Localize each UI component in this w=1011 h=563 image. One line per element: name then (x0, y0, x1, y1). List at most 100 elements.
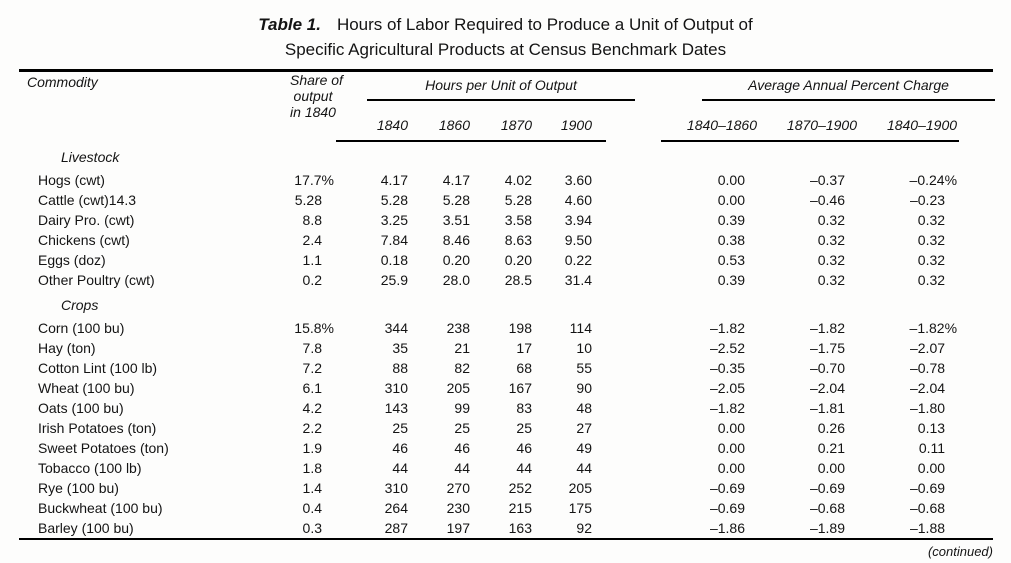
change-1870-1900-cell: 0.32 (817, 252, 845, 268)
share-cell: 0.3 (302, 520, 322, 536)
share-header-line1: Share of (290, 72, 343, 88)
table-row: Cattle (cwt)14.3 5.28 5.28 5.28 5.28 4.6… (19, 190, 993, 210)
hours-1870-cell: 17 (516, 340, 532, 356)
change-1840-1860-cell: –2.52 (709, 340, 745, 356)
hours-1860-cell: 28.0 (442, 272, 470, 288)
spacer-cell (606, 418, 661, 438)
commodity-cell: Buckwheat (100 bu) (38, 500, 163, 516)
spacer-cell (959, 318, 993, 338)
hours-1900-cell: 0.22 (564, 252, 592, 268)
section-row: Crops (19, 290, 993, 318)
commodity-cell: Corn (100 bu) (38, 320, 125, 336)
hours-1840-cell: 88 (392, 360, 408, 376)
spacer-cell (959, 358, 993, 378)
commodity-cell: Sweet Potatoes (ton) (38, 440, 169, 456)
hours-1860-cell: 5.28 (442, 192, 470, 208)
hours-1840-cell: 4.17 (380, 172, 408, 188)
spacer-cell (606, 338, 661, 358)
change-1840-1860-cell: 0.00 (717, 172, 745, 188)
change-1840-1860-cell: 0.00 (717, 420, 745, 436)
change-1840-1860-cell: –1.86 (709, 520, 745, 536)
hours-1870-cell: 198 (508, 320, 532, 336)
range-column-header-1870-1900: 1870–1900 (759, 102, 859, 142)
hours-1860-cell: 230 (446, 500, 470, 516)
hours-1840-cell: 344 (384, 320, 408, 336)
change-1840-1900-cell: –0.23 (909, 192, 946, 208)
hours-1870-cell: 46 (516, 440, 532, 456)
change-1840-1860-cell: 0.38 (717, 232, 745, 248)
hours-1860-cell: 21 (454, 340, 470, 356)
change-1840-1900-cell: 0.00 (917, 460, 946, 476)
change-1870-1900-cell: –1.82 (809, 320, 845, 336)
change-1840-1900-cell: –2.04 (909, 380, 946, 396)
hours-1900-cell: 4.60 (564, 192, 592, 208)
spacer-cell (606, 170, 661, 190)
spacer-cell (959, 270, 993, 290)
hours-1840-cell: 25 (392, 420, 408, 436)
share-cell: 1.9 (302, 440, 322, 456)
hours-1840-cell: 264 (384, 500, 408, 516)
change-1840-1860-cell: 0.00 (717, 440, 745, 456)
spacer-cell (606, 498, 661, 518)
spacer-cell (959, 338, 993, 358)
share-cell: 0.4 (302, 500, 322, 516)
spacer-cell (959, 478, 993, 498)
hours-1870-cell: 167 (508, 380, 532, 396)
change-1840-1860-cell: 0.39 (717, 272, 745, 288)
hours-1840-cell: 35 (392, 340, 408, 356)
hours-1860-cell: 4.17 (442, 172, 470, 188)
commodity-cell: Other Poultry (cwt) (38, 272, 155, 288)
spacer-cell (606, 71, 661, 142)
spacer-cell (606, 478, 661, 498)
commodity-cell: Irish Potatoes (ton) (38, 420, 157, 436)
table-number-label: Table 1. (258, 15, 321, 34)
year-column-header-1900: 1900 (546, 102, 606, 142)
share-cell: 17.7% (294, 172, 334, 188)
hours-1870-cell: 215 (508, 500, 532, 516)
share-cell: 4.2 (302, 400, 322, 416)
hours-1840-cell: 310 (384, 380, 408, 396)
hours-1870-cell: 5.28 (504, 192, 532, 208)
share-cell: 7.8 (302, 340, 322, 356)
share-cell: 8.8 (302, 212, 322, 228)
hours-1900-cell: 114 (569, 320, 592, 336)
spacer-cell (606, 318, 661, 338)
change-1840-1860-cell: –0.69 (709, 500, 745, 516)
table-row: Oats (100 bu) 4.2 143 99 83 48 –1.82 –1.… (19, 398, 993, 418)
change-1840-1900-cell: –1.82% (909, 320, 958, 336)
spacer-cell (959, 418, 993, 438)
share-header-line2: output (293, 88, 333, 104)
section-row: Livestock (19, 141, 993, 170)
hours-1860-cell: 25 (454, 420, 470, 436)
hours-1870-cell: 0.20 (504, 252, 532, 268)
hours-1840-cell: 3.25 (380, 212, 408, 228)
hours-1900-cell: 3.94 (564, 212, 592, 228)
hours-1860-cell: 197 (446, 520, 470, 536)
hours-1870-cell: 252 (508, 480, 532, 496)
change-1840-1900-cell: –1.88 (909, 520, 946, 536)
hours-1840-cell: 143 (384, 400, 408, 416)
commodity-cell: Rye (100 bu) (38, 480, 119, 496)
hours-1840-cell: 5.28 (380, 192, 408, 208)
hours-1900-cell: 49 (576, 440, 592, 456)
change-1840-1860-cell: –0.69 (709, 480, 745, 496)
hours-1900-cell: 92 (576, 520, 592, 536)
change-1870-1900-cell: 0.32 (817, 212, 845, 228)
change-1870-1900-cell: –1.89 (809, 520, 845, 536)
spacer-cell (606, 378, 661, 398)
commodity-cell: Hogs (cwt) (38, 172, 105, 188)
hours-1870-cell: 4.02 (504, 172, 532, 188)
spacer-cell (606, 438, 661, 458)
spacer-cell (606, 270, 661, 290)
hours-1860-cell: 3.51 (442, 212, 470, 228)
continued-note: (continued) (927, 544, 993, 559)
change-1840-1900-cell: –2.07 (909, 340, 946, 356)
spacer-cell (606, 358, 661, 378)
header-row-years: 1840 1860 1870 1900 1840–1860 1870–1900 … (19, 102, 993, 142)
change-1840-1900-cell: –0.68 (909, 500, 946, 516)
year-column-header-1870: 1870 (484, 102, 546, 142)
hours-1840-cell: 7.84 (380, 232, 408, 248)
header-row-groups: Commodity Share of output in 1840 Hours … (19, 71, 996, 120)
commodity-cell: Wheat (100 bu) (38, 380, 135, 396)
